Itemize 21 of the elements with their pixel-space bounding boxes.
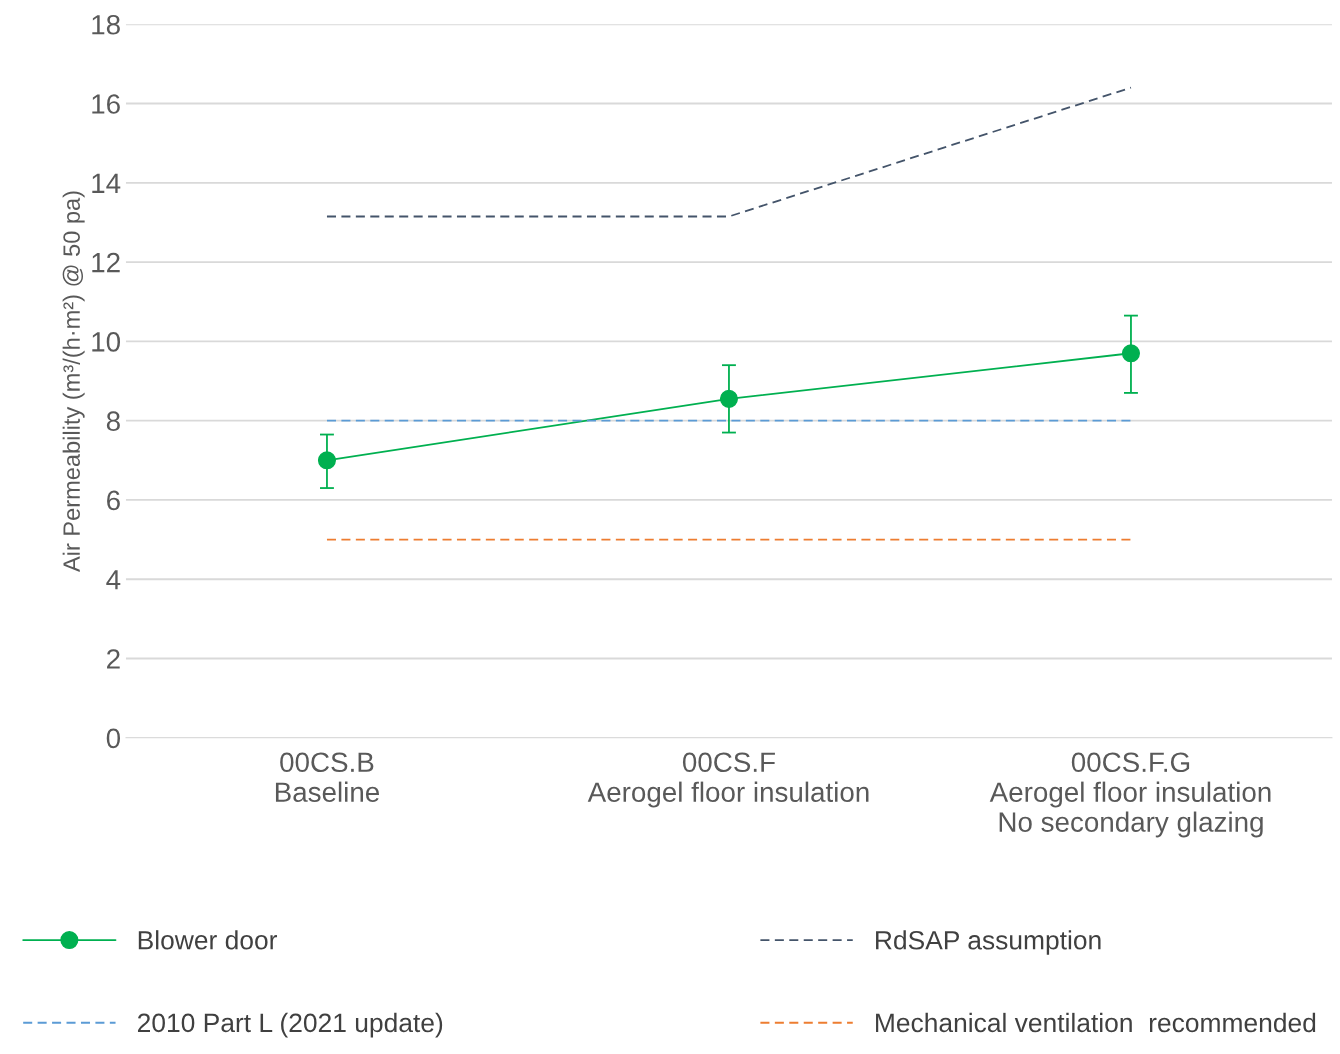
y-tick-label: 14 bbox=[92, 173, 121, 193]
point bbox=[1121, 344, 1140, 363]
y-tick-label: 18 bbox=[92, 14, 120, 35]
y-tick-label: 16 bbox=[92, 94, 120, 114]
point bbox=[317, 451, 336, 470]
point bbox=[719, 389, 738, 408]
x-tick-label: 00CS.F Aerogel floor insulation bbox=[587, 752, 869, 808]
y-tick-label: 8 bbox=[106, 411, 120, 431]
legend-label: RdSAP assumption bbox=[876, 930, 1101, 955]
legend-label: Blower door bbox=[138, 930, 278, 950]
x-tick-label: 00CS.B Baseline bbox=[275, 752, 379, 803]
y-tick-label: 6 bbox=[107, 490, 120, 511]
y-tick-label: 0 bbox=[106, 728, 121, 749]
x-tick-label: 00CS.F.G Aerogel floor insulation No secondary glazing bbox=[989, 752, 1271, 838]
y-tick-label: 12 bbox=[92, 252, 120, 273]
y-tick-label: 4 bbox=[106, 570, 121, 590]
y-tick-label: 10 bbox=[92, 332, 121, 352]
y-tick-label: 2 bbox=[107, 649, 120, 669]
legend-label: Mechanical ventilation recommended bbox=[876, 1012, 1316, 1033]
y-axis-title: Air Permeability (m³/(h·m²) @ 50 pa) bbox=[62, 191, 85, 573]
legend-label: 2010 Part L (2021 update) bbox=[137, 1012, 443, 1038]
